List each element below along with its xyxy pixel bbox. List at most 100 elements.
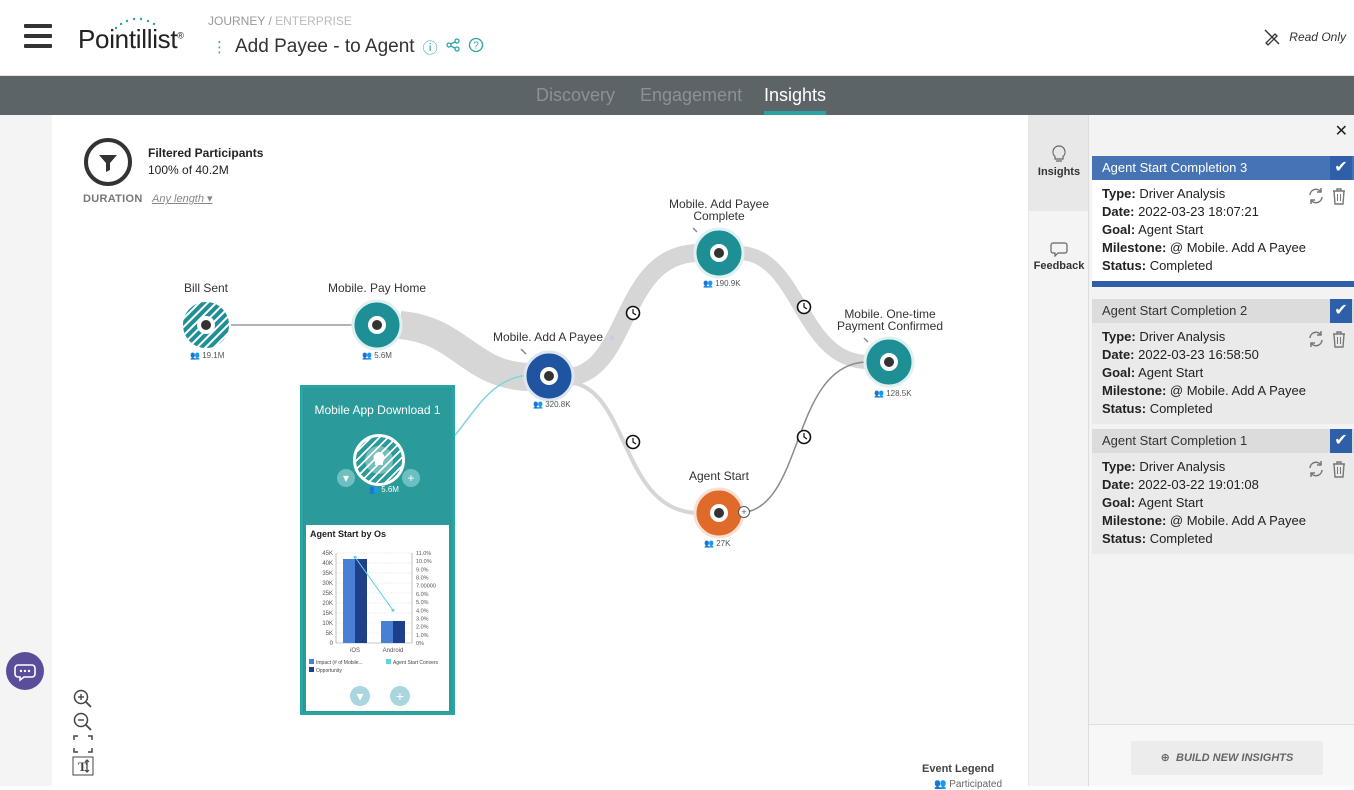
tab-insights[interactable]: Insights xyxy=(764,85,827,105)
app-header: Pointillist® JOURNEY / ENTERPRISE ⋮ Add … xyxy=(0,0,1354,76)
card-actions xyxy=(1306,459,1348,484)
node-count: 👥 190.9K xyxy=(703,279,741,288)
duration-dropdown[interactable]: Any length ▾ xyxy=(152,192,213,205)
close-icon[interactable]: ✕ xyxy=(1334,123,1348,140)
popup-bar-chart: 45K 40K 35K 30K 25K 20K 15K 10K 5K 0 11.0% 10.0% 9.0… xyxy=(309,551,439,674)
insight-card-header[interactable]: Agent Start Completion 2 ✔ xyxy=(1092,299,1354,323)
filtered-participants-title: Filtered Participants xyxy=(148,146,264,160)
tab-discovery[interactable]: Discovery xyxy=(536,85,616,105)
add-icon[interactable]: + xyxy=(390,686,410,706)
node-count: 👥 19.1M xyxy=(190,351,225,360)
help-icon[interactable]: ? xyxy=(468,37,484,57)
popup-title: Mobile App Download 1 xyxy=(314,403,441,417)
fit-to-screen-icon[interactable] xyxy=(72,734,94,754)
tab-engagement[interactable]: Engagement xyxy=(640,85,743,105)
node-count-value: 27K xyxy=(716,539,731,548)
refresh-icon[interactable] xyxy=(1306,329,1326,354)
thumbs-down-icon[interactable]: ▾ xyxy=(337,469,355,487)
y-tick-label: 0 xyxy=(330,641,334,647)
chart-bar xyxy=(355,559,367,643)
insight-card-title: Agent Start Completion 3 xyxy=(1102,160,1248,175)
lightbulb-icon xyxy=(1052,145,1066,162)
thumbs-down-icon[interactable]: ▾ xyxy=(350,686,370,706)
rail-feedback-label: Feedback xyxy=(1033,260,1085,272)
node-label: Mobile. Pay Home xyxy=(327,281,427,295)
menu-icon[interactable] xyxy=(24,24,52,48)
y2-tick-label: 7.00000 xyxy=(416,584,436,590)
field-label: Date: xyxy=(1102,204,1135,219)
insight-card-body: Type: Driver Analysis Date: 2022-03-23 1… xyxy=(1092,323,1354,424)
x-tick-label: Android xyxy=(383,648,404,654)
journey-canvas[interactable] xyxy=(52,115,1028,786)
insight-date: 2022-03-23 16:58:50 xyxy=(1138,347,1259,362)
filter-button[interactable] xyxy=(84,138,132,186)
rail-insights[interactable]: Insights xyxy=(1029,115,1089,211)
rail-insights-label: Insights xyxy=(1037,166,1081,178)
insight-card-header[interactable]: Agent Start Completion 3 ✔ xyxy=(1092,156,1354,180)
chat-icon[interactable] xyxy=(6,652,44,690)
rail-feedback[interactable]: Feedback xyxy=(1029,211,1089,307)
chevron-down-icon: ▾ xyxy=(207,193,213,205)
journey-steps-icon: ⋮ xyxy=(212,39,227,56)
zoom-out-icon[interactable] xyxy=(72,711,94,731)
no-edit-icon xyxy=(1264,29,1280,46)
speech-bubble-icon xyxy=(1050,242,1068,258)
y2-tick-label: 9.0% xyxy=(416,567,429,573)
popup-node[interactable] xyxy=(353,434,405,486)
refresh-icon[interactable] xyxy=(1306,459,1326,484)
share-icon[interactable] xyxy=(445,38,460,56)
insight-card-header[interactable]: Agent Start Completion 1 ✔ xyxy=(1092,429,1354,453)
trash-icon[interactable] xyxy=(1330,186,1348,211)
insight-milestone: @ Mobile. Add A Payee xyxy=(1169,240,1306,255)
insight-card-body: Type: Driver Analysis Date: 2022-03-22 1… xyxy=(1092,453,1354,554)
insights-panel-footer: ⊕ BUILD NEW INSIGHTS xyxy=(1089,724,1354,786)
card-actions xyxy=(1306,186,1348,211)
field-label: Date: xyxy=(1102,347,1135,362)
trash-icon[interactable] xyxy=(1330,459,1348,484)
y2-tick-label: 2.0% xyxy=(416,625,429,631)
node-detail-popup: Mobile App Download 1 ▾ + 👥 5.6M Agent S… xyxy=(300,385,455,715)
add-icon[interactable]: + xyxy=(402,469,420,487)
y-tick-label: 10K xyxy=(322,621,333,627)
node-label: Mobile. Add A Payee xyxy=(492,330,604,344)
breadcrumb-journey[interactable]: JOURNEY / xyxy=(208,14,272,28)
info-icon[interactable]: ⓘ xyxy=(422,39,438,57)
field-label: Goal: xyxy=(1102,495,1136,510)
node-count: 👥 5.6M xyxy=(362,351,392,360)
legend-label: Opportunity xyxy=(316,668,342,674)
logo[interactable]: Pointillist® xyxy=(78,24,184,54)
filter-icon xyxy=(99,155,117,172)
insight-status: Completed xyxy=(1149,401,1213,416)
insight-card[interactable]: Agent Start Completion 1 ✔ Type: Driver … xyxy=(1092,429,1354,554)
build-new-insights-button[interactable]: ⊕ BUILD NEW INSIGHTS xyxy=(1131,741,1323,775)
checkmark-icon[interactable]: ✔ xyxy=(1330,429,1352,453)
chart-line xyxy=(354,556,394,611)
chart-bar xyxy=(393,621,405,643)
y-tick-label: 45K xyxy=(322,551,333,557)
insight-card[interactable]: Agent Start Completion 3 ✔ Type: Driver … xyxy=(1092,156,1354,287)
node-mobile-one-time-payment xyxy=(863,336,915,388)
insight-type: Driver Analysis xyxy=(1139,459,1226,474)
insight-card[interactable]: Agent Start Completion 2 ✔ Type: Driver … xyxy=(1092,299,1354,424)
y-tick-label: 35K xyxy=(322,571,333,577)
y-tick-label: 20K xyxy=(322,601,333,607)
breadcrumb-enterprise[interactable]: ENTERPRISE xyxy=(275,14,352,28)
checkmark-icon[interactable]: ✔ xyxy=(1330,299,1352,323)
y2-tick-label: 1.0% xyxy=(416,633,429,639)
y2-tick-label: 0% xyxy=(416,641,424,647)
checkmark-icon[interactable]: ✔ xyxy=(1330,156,1352,180)
popup-count: 👥 5.6M xyxy=(369,485,399,494)
svg-text:+: + xyxy=(741,507,746,517)
read-only-indicator: Read Only xyxy=(1263,28,1346,46)
side-rail: Insights Feedback xyxy=(1028,115,1089,786)
add-circle-icon: ⊕ xyxy=(1160,752,1170,764)
text-size-icon[interactable]: T xyxy=(72,756,94,776)
field-label: Type: xyxy=(1102,329,1136,344)
trash-icon[interactable] xyxy=(1330,329,1348,354)
refresh-icon[interactable] xyxy=(1306,186,1326,211)
y2-tick-label: 5.0% xyxy=(416,600,429,606)
zoom-in-icon[interactable] xyxy=(72,688,94,708)
svg-text:T: T xyxy=(78,759,87,774)
node-mobile-add-a-payee xyxy=(523,350,575,402)
field-label: Type: xyxy=(1102,186,1136,201)
